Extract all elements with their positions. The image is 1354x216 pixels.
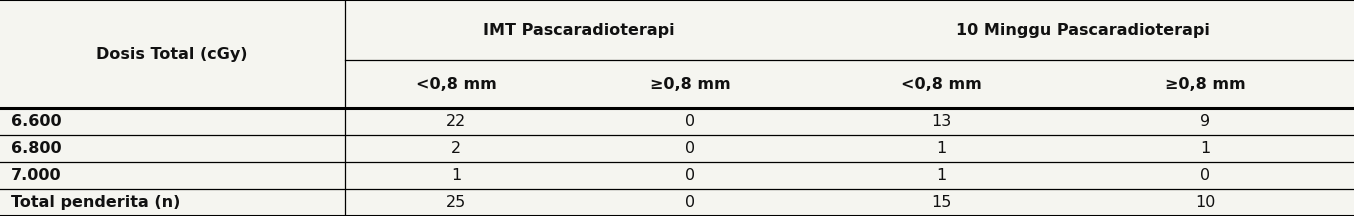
Text: 7.000: 7.000 [11, 168, 61, 183]
Text: ≥0,8 mm: ≥0,8 mm [650, 77, 731, 92]
Text: 0: 0 [685, 141, 696, 156]
Text: 6.600: 6.600 [11, 114, 61, 129]
Text: 0: 0 [685, 195, 696, 210]
Text: 10: 10 [1194, 195, 1216, 210]
Text: Total penderita (n): Total penderita (n) [11, 195, 180, 210]
Text: 9: 9 [1200, 114, 1210, 129]
Text: 0: 0 [1200, 168, 1210, 183]
Text: 25: 25 [447, 195, 466, 210]
Text: <0,8 mm: <0,8 mm [416, 77, 497, 92]
Text: 2: 2 [451, 141, 462, 156]
Text: Dosis Total (cGy): Dosis Total (cGy) [96, 46, 248, 62]
Text: 10 Minggu Pascaradioterapi: 10 Minggu Pascaradioterapi [956, 23, 1210, 38]
Text: 6.800: 6.800 [11, 141, 61, 156]
Text: 15: 15 [930, 195, 952, 210]
Text: 0: 0 [685, 114, 696, 129]
Text: ≥0,8 mm: ≥0,8 mm [1164, 77, 1246, 92]
Text: 1: 1 [936, 141, 946, 156]
Text: 0: 0 [685, 168, 696, 183]
Text: IMT Pascaradioterapi: IMT Pascaradioterapi [483, 23, 674, 38]
Text: 1: 1 [1200, 141, 1210, 156]
Text: 1: 1 [451, 168, 462, 183]
Text: 1: 1 [936, 168, 946, 183]
Text: 22: 22 [447, 114, 466, 129]
Text: 13: 13 [932, 114, 951, 129]
Text: <0,8 mm: <0,8 mm [900, 77, 982, 92]
